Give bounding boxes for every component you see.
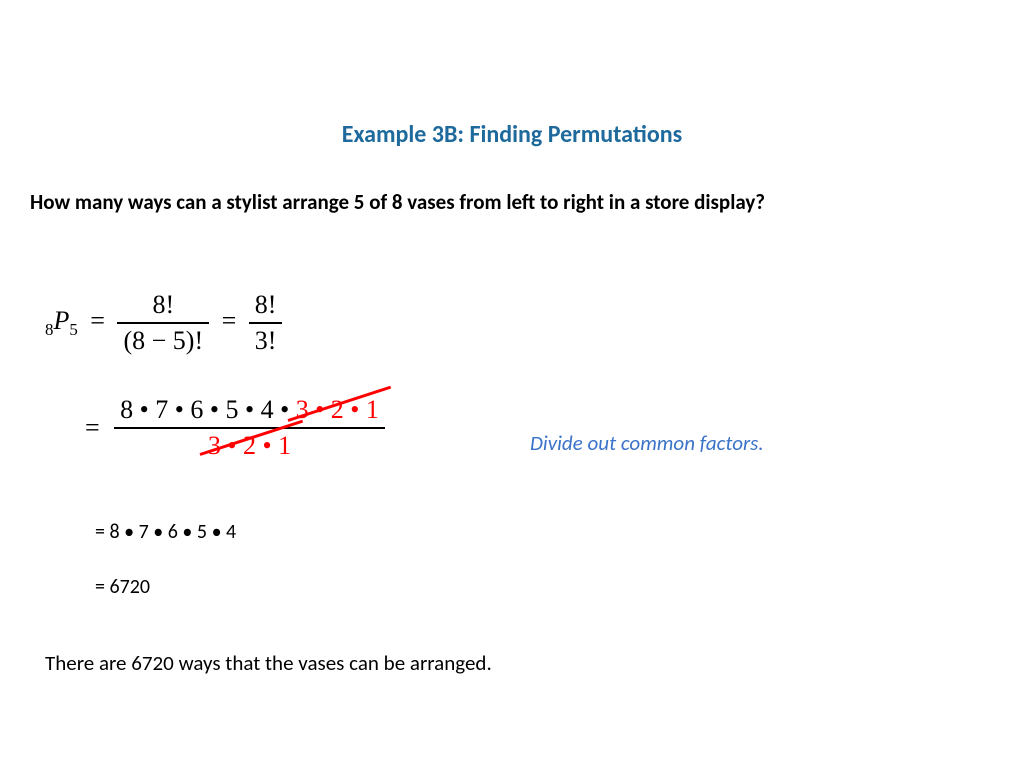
expanded-den: 3 • 2 • 1 [114, 429, 385, 461]
num-black-part: 8 • 7 • 6 • 5 • 4 • [120, 395, 296, 424]
slide-title: Example 3B: Finding Permutations [0, 0, 1024, 149]
perm-r: 5 [69, 320, 77, 339]
eq-2: = [222, 306, 237, 335]
num-red-part: 3 • 2 • 1 [296, 395, 379, 424]
conclusion-content: There are 6720 ways that the vases can b… [45, 650, 492, 676]
title-text: Example 3B: Finding Permutations [342, 120, 682, 149]
hint-text: Divide out common factors. [530, 430, 764, 456]
expanded-num: 8 • 7 • 6 • 5 • 4 • 3 • 2 • 1 [114, 395, 385, 429]
step-multiply: = 8 • 7 • 6 • 5 • 4 [95, 520, 236, 544]
eq-1: = [90, 306, 105, 335]
frac1-num: 8! [117, 290, 209, 324]
num-red-group: 3 • 2 • 1 [296, 395, 379, 425]
step-result: = 6720 [95, 575, 150, 599]
frac1-den: (8 − 5)! [117, 324, 209, 356]
frac-1: 8! (8 − 5)! [117, 290, 209, 356]
conclusion-text: There are 6720 ways that the vases can b… [45, 650, 492, 676]
eq-3: = [85, 413, 100, 442]
frac2-den: 3! [249, 324, 283, 356]
question-content: How many ways can a stylist arrange 5 of… [30, 189, 765, 215]
den-red-group: 3 • 2 • 1 [208, 431, 291, 461]
hint-content: Divide out common factors. [530, 430, 764, 456]
formula-line-2: = 8 • 7 • 6 • 5 • 4 • 3 • 2 • 1 3 • 2 • … [85, 395, 385, 461]
step1-text: = 8 • 7 • 6 • 5 • 4 [95, 520, 236, 544]
frac-expanded: 8 • 7 • 6 • 5 • 4 • 3 • 2 • 1 3 • 2 • 1 [114, 395, 385, 461]
frac-2: 8! 3! [249, 290, 283, 356]
perm-P: P [53, 306, 69, 335]
formula-line-1: 8P5 = 8! (8 − 5)! = 8! 3! [45, 290, 282, 356]
step2-text: = 6720 [95, 575, 150, 599]
frac2-num: 8! [249, 290, 283, 324]
question-text: How many ways can a stylist arrange 5 of… [0, 149, 1024, 215]
